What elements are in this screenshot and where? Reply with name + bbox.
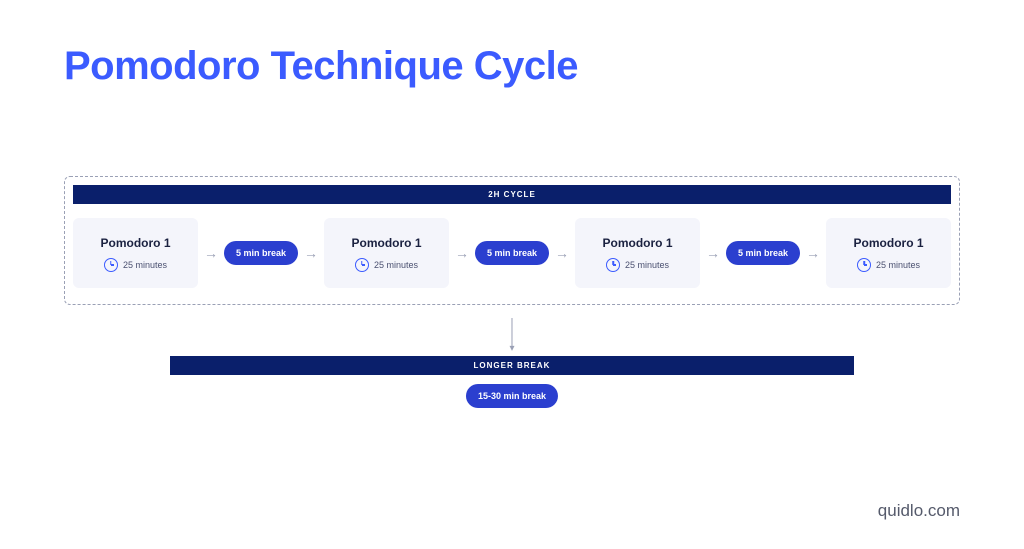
pomodoro-duration-text: 25 minutes xyxy=(625,260,669,270)
cycle-container: 2H CYCLE Pomodoro 1 25 minutes → 5 min b… xyxy=(64,176,960,305)
arrow-right-icon: → xyxy=(455,246,469,260)
pomodoro-duration-text: 25 minutes xyxy=(876,260,920,270)
pomodoro-duration: 25 minutes xyxy=(104,258,167,272)
cycle-row: Pomodoro 1 25 minutes → 5 min break → Po… xyxy=(73,218,951,288)
arrow-right-icon: → xyxy=(304,246,318,260)
arrow-right-icon: → xyxy=(706,246,720,260)
pomodoro-duration: 25 minutes xyxy=(355,258,418,272)
pomodoro-duration-text: 25 minutes xyxy=(123,260,167,270)
clock-icon xyxy=(355,258,369,272)
pomodoro-card: Pomodoro 1 25 minutes xyxy=(73,218,198,288)
pomodoro-title: Pomodoro 1 xyxy=(352,236,422,250)
clock-icon xyxy=(857,258,871,272)
pomodoro-title: Pomodoro 1 xyxy=(100,236,170,250)
cycle-header-bar: 2H CYCLE xyxy=(73,185,951,204)
pomodoro-card: Pomodoro 1 25 minutes xyxy=(575,218,700,288)
pomodoro-title: Pomodoro 1 xyxy=(854,236,924,250)
pomodoro-card: Pomodoro 1 25 minutes xyxy=(324,218,449,288)
longer-break-section: LONGER BREAK xyxy=(170,356,854,375)
arrow-right-icon: → xyxy=(204,246,218,260)
short-break-pill: 5 min break xyxy=(475,241,549,265)
arrow-right-icon: → xyxy=(555,246,569,260)
pomodoro-title: Pomodoro 1 xyxy=(603,236,673,250)
longer-break-pill-wrap: 15-30 min break xyxy=(466,386,558,404)
footer-attribution: quidlo.com xyxy=(878,501,960,521)
short-break-pill: 5 min break xyxy=(726,241,800,265)
pomodoro-duration-text: 25 minutes xyxy=(374,260,418,270)
longer-break-header-bar: LONGER BREAK xyxy=(170,356,854,375)
arrow-right-icon: → xyxy=(806,246,820,260)
down-connector: ▾ xyxy=(509,318,514,351)
short-break-pill: 5 min break xyxy=(224,241,298,265)
pomodoro-duration: 25 minutes xyxy=(606,258,669,272)
pomodoro-card: Pomodoro 1 25 minutes xyxy=(826,218,951,288)
pomodoro-duration: 25 minutes xyxy=(857,258,920,272)
longer-break-pill: 15-30 min break xyxy=(466,384,558,408)
clock-icon xyxy=(606,258,620,272)
page-title: Pomodoro Technique Cycle xyxy=(64,44,578,89)
arrow-down-icon: ▾ xyxy=(509,346,514,351)
clock-icon xyxy=(104,258,118,272)
